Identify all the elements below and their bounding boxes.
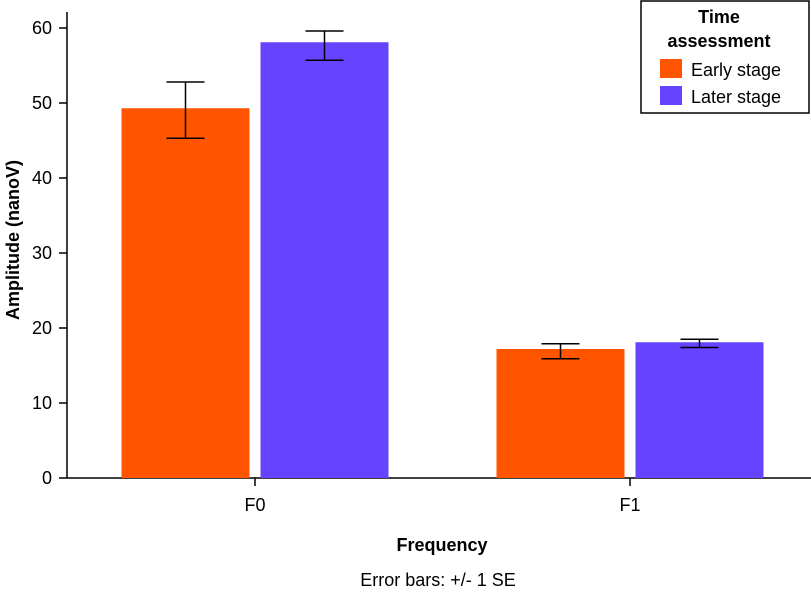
y-tick-label-40: 40 [32, 168, 52, 188]
y-tick-label-0: 0 [42, 468, 52, 488]
bar-f0-later-stage [260, 42, 389, 478]
bar-group [121, 42, 764, 478]
legend-title-line2: assessment [667, 31, 770, 51]
bar-f0-early-stage [121, 108, 250, 478]
error-bar-note: Error bars: +/- 1 SE [360, 570, 516, 590]
error-bar-f1-early-stage [541, 343, 580, 360]
x-tick-label-f0: F0 [244, 495, 265, 515]
legend-label-early-stage: Early stage [691, 60, 781, 80]
y-tick-label-60: 60 [32, 18, 52, 38]
y-axis-title: Amplitude (nanoV) [3, 160, 23, 320]
bar-f1-later-stage [635, 342, 764, 478]
y-axis-ticks: 0 10 20 30 40 50 60 [32, 18, 67, 488]
y-tick-label-10: 10 [32, 393, 52, 413]
x-axis-title: Frequency [396, 535, 487, 555]
y-tick-label-30: 30 [32, 243, 52, 263]
legend-title-line1: Time [698, 7, 740, 27]
error-bars [166, 30, 719, 360]
legend: Time assessment Early stage Later stage [640, 0, 810, 114]
legend-swatch-later-stage [660, 86, 682, 105]
bar-f1-early-stage [496, 349, 625, 478]
error-bar-f0-early-stage [166, 81, 205, 139]
error-bar-f1-later-stage [680, 338, 719, 349]
y-tick-label-50: 50 [32, 93, 52, 113]
legend-swatch-early-stage [660, 59, 682, 78]
y-tick-label-20: 20 [32, 318, 52, 338]
legend-label-later-stage: Later stage [691, 87, 781, 107]
error-bar-f0-later-stage [305, 30, 344, 61]
x-axis-ticks: F0 F1 [244, 478, 641, 515]
x-tick-label-f1: F1 [619, 495, 640, 515]
